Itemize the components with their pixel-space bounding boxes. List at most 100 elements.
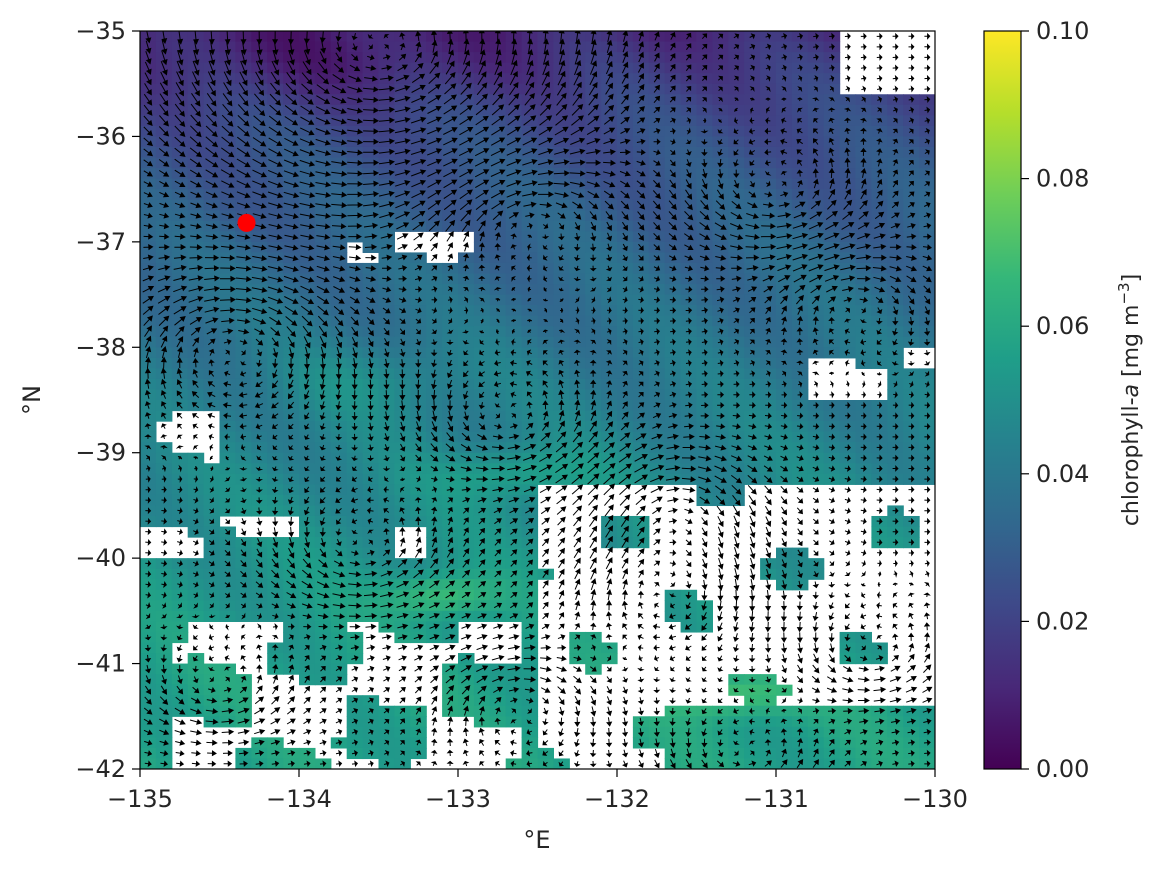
current-arrow — [283, 159, 299, 167]
current-arrow — [333, 296, 345, 304]
current-arrow — [190, 180, 202, 188]
current-arrow — [447, 695, 454, 706]
current-arrow — [478, 286, 486, 292]
current-arrow — [510, 570, 518, 578]
current-arrow — [479, 761, 485, 766]
current-arrow — [224, 592, 231, 598]
current-arrow — [524, 686, 536, 693]
current-arrow — [399, 527, 406, 536]
current-arrow — [431, 329, 437, 334]
current-arrow — [158, 148, 170, 157]
current-arrow — [192, 380, 199, 388]
current-arrow — [240, 49, 248, 66]
current-arrow — [161, 570, 168, 578]
current-arrow — [159, 739, 169, 746]
current-arrow — [256, 538, 263, 548]
current-arrow — [333, 613, 346, 620]
current-arrow — [236, 202, 251, 209]
current-arrow — [287, 506, 295, 516]
current-arrow — [300, 295, 315, 305]
current-arrow — [144, 739, 153, 746]
current-arrow — [268, 234, 283, 241]
current-arrow — [268, 148, 283, 157]
current-arrow — [159, 82, 168, 97]
current-arrow — [364, 233, 378, 240]
current-arrow — [462, 422, 470, 432]
current-arrow — [379, 169, 395, 176]
current-arrow — [427, 137, 443, 145]
current-arrow — [490, 190, 506, 199]
current-arrow — [224, 655, 230, 662]
current-arrow — [318, 623, 329, 630]
current-arrow — [367, 54, 375, 61]
current-arrow — [459, 169, 474, 178]
current-arrow — [478, 580, 487, 588]
current-arrow — [303, 336, 311, 349]
current-arrow — [414, 676, 423, 683]
current-arrow — [238, 93, 249, 107]
current-arrow — [367, 760, 374, 768]
current-arrow — [447, 705, 454, 716]
current-arrow — [207, 338, 216, 346]
current-arrow — [430, 558, 439, 569]
current-arrow — [495, 297, 501, 302]
current-arrow — [205, 212, 218, 219]
current-arrow — [447, 421, 454, 433]
current-arrow — [315, 170, 332, 177]
current-arrow — [461, 623, 472, 630]
current-arrow — [461, 685, 471, 695]
current-arrow — [205, 158, 219, 168]
current-arrow — [415, 400, 422, 412]
current-arrow — [145, 538, 152, 546]
current-arrow — [398, 286, 407, 293]
current-arrow — [347, 118, 364, 125]
current-arrow — [270, 707, 281, 715]
current-arrow — [399, 369, 406, 379]
current-arrow — [287, 739, 296, 746]
current-arrow — [240, 602, 247, 609]
current-arrow — [252, 126, 267, 137]
current-arrow — [252, 213, 267, 219]
current-arrow — [174, 103, 185, 117]
current-arrow — [474, 169, 490, 178]
current-arrow — [221, 147, 235, 158]
current-arrow — [351, 697, 359, 704]
current-arrow — [410, 137, 427, 145]
current-arrow — [189, 264, 204, 272]
current-arrow — [494, 559, 502, 567]
current-arrow — [220, 169, 235, 178]
current-arrow — [319, 655, 327, 661]
current-arrow — [194, 466, 198, 471]
current-arrow — [335, 390, 342, 401]
current-arrow — [239, 686, 248, 694]
current-arrow — [209, 623, 215, 630]
current-arrow — [332, 265, 346, 272]
current-arrow — [319, 537, 326, 548]
current-arrow — [510, 719, 517, 724]
current-arrow — [205, 317, 219, 324]
current-arrow — [161, 345, 168, 359]
current-arrow — [331, 139, 348, 146]
current-arrow — [347, 212, 363, 219]
current-arrow — [316, 233, 331, 240]
current-arrow — [208, 348, 215, 356]
current-arrow — [192, 665, 199, 673]
current-arrow — [240, 592, 247, 598]
current-arrow — [319, 729, 327, 736]
current-arrow — [506, 190, 522, 198]
current-arrow — [446, 558, 455, 569]
current-arrow — [316, 592, 330, 599]
current-arrow — [207, 82, 216, 97]
current-arrow — [335, 357, 342, 370]
current-arrow — [507, 486, 521, 493]
current-arrow — [222, 328, 234, 335]
current-arrow — [379, 180, 395, 187]
current-arrow — [241, 634, 246, 641]
current-arrow — [349, 560, 361, 567]
current-arrow — [287, 516, 295, 527]
current-arrow — [492, 486, 505, 493]
current-arrow — [351, 358, 358, 370]
current-arrow — [268, 255, 284, 262]
current-arrow — [507, 465, 522, 472]
current-arrow — [414, 506, 422, 514]
